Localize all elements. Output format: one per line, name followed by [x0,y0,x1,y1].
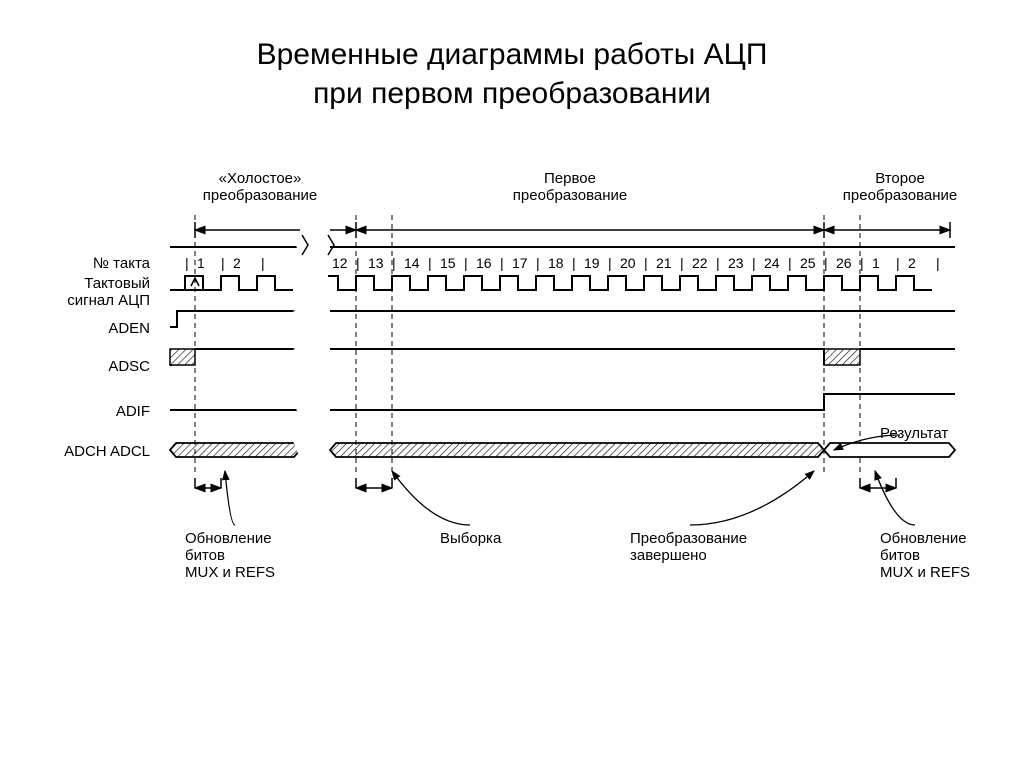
page-title-line1: Временные диаграммы работы АЦП [257,38,768,71]
timing-svg [70,175,970,635]
page-title-line2: при первом преобразовании [313,77,711,110]
timing-diagram: «Холостое» преобразование Первое преобра… [70,175,960,635]
